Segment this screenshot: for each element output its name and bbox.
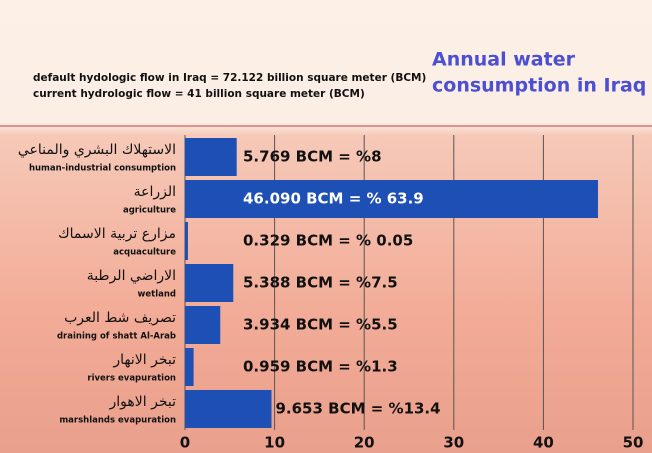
category-label: الاستهلاك البشري والمناعي — [18, 142, 176, 158]
category-subtitle: rivers evapuration — [87, 374, 176, 384]
chart-title: Annual water — [432, 49, 576, 71]
bar — [185, 222, 188, 260]
x-tick-label: 0 — [180, 434, 190, 452]
value-label: 5.388 BCM = %7.5 — [243, 274, 398, 292]
category-subtitle: marshlands evapuration — [59, 416, 176, 426]
category-label: مزارع تربية الاسماك — [58, 226, 176, 242]
value-label: 0.959 BCM = %1.3 — [243, 358, 398, 376]
note: default hydologic flow in Iraq = 72.122 … — [33, 72, 426, 84]
category-label: تبخر الانهار — [112, 352, 176, 368]
x-tick-label: 40 — [533, 434, 554, 452]
divider — [0, 125, 652, 127]
category-subtitle: acquaculture — [113, 248, 176, 258]
x-tick-label: 50 — [623, 434, 644, 452]
x-tick-label: 20 — [354, 434, 375, 452]
bar — [185, 264, 234, 302]
value-label: 46.090 BCM = % 63.9 — [243, 190, 424, 208]
value-label: 3.934 BCM = %5.5 — [243, 316, 398, 334]
bar — [185, 138, 237, 176]
category-label: تبخر الاهوار — [109, 394, 177, 410]
chart-title: consumption in Iraq — [432, 75, 646, 97]
value-label: 5.769 BCM = %8 — [243, 148, 382, 166]
note: current hydrologic flow = 41 billion squ… — [33, 88, 365, 100]
category-subtitle: draining of shatt Al-Arab — [57, 332, 176, 342]
category-subtitle: agriculture — [123, 206, 176, 216]
x-tick-label: 30 — [443, 434, 464, 452]
value-label: 0.329 BCM = % 0.05 — [243, 232, 413, 250]
value-label: 9.653 BCM = %13.4 — [275, 400, 440, 418]
category-subtitle: wetland — [138, 290, 176, 300]
category-label: الزراعة — [134, 184, 176, 200]
bar — [185, 306, 221, 344]
category-label: تصريف شط العرب — [64, 310, 176, 326]
category-subtitle: human-industrial consumption — [29, 164, 176, 174]
bar — [185, 390, 272, 428]
bar — [185, 348, 194, 386]
category-label: الاراضي الرطبة — [87, 268, 176, 284]
bar — [185, 180, 598, 218]
x-tick-label: 10 — [264, 434, 285, 452]
